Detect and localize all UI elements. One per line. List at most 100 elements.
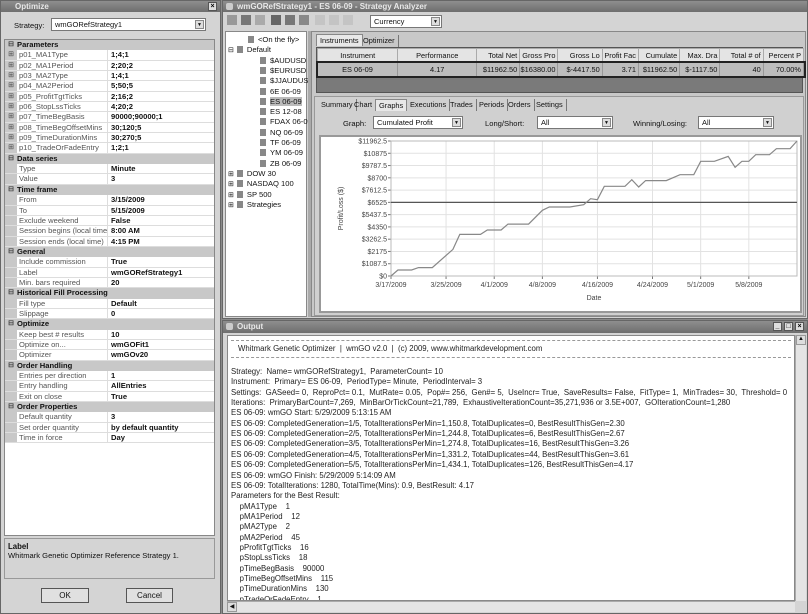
property-value[interactable]: wmGORefStrategy1	[111, 267, 183, 277]
collapse-icon[interactable]: ⊟	[5, 184, 17, 195]
property-value[interactable]: 3	[111, 412, 116, 422]
tab-settings[interactable]: Settings	[533, 99, 567, 111]
property-row[interactable]: ⊞ p03_MA2Type 1;4;1	[5, 71, 214, 82]
table-row[interactable]: ES 06-09 4.17 $11962.50 $16380.00 $-4417.50 3…	[315, 60, 806, 78]
collapse-icon[interactable]: ⊟	[5, 40, 17, 50]
column-header[interactable]: Cumulate	[637, 48, 681, 63]
expand-icon[interactable]: ⊞	[5, 60, 17, 71]
collapse-icon[interactable]: ⊟	[5, 246, 17, 257]
property-row[interactable]: Optimize on... wmGOFit1	[5, 339, 214, 351]
property-category[interactable]: ⊟ Data series	[5, 153, 214, 165]
tab-periods[interactable]: Periods	[476, 99, 509, 111]
tree-item[interactable]: $JJAUDUSD	[260, 76, 314, 86]
strategy-select[interactable]: wmGORefStrategy1 ▼	[51, 18, 206, 31]
property-row[interactable]: ⊞ p04_MA2Period 5;50;5	[5, 81, 214, 92]
tab-executions[interactable]: Executions	[407, 99, 451, 111]
tree-item[interactable]: ES 12-08	[260, 107, 302, 117]
property-row[interactable]: Set order quantity by default quantity	[5, 422, 214, 434]
disabled-tool-2-icon[interactable]	[329, 15, 339, 25]
property-value[interactable]: wmGOv20	[111, 350, 149, 360]
property-value[interactable]: 3/15/2009	[111, 195, 145, 205]
property-value[interactable]: 3	[111, 174, 116, 184]
tree-item[interactable]: ES 06-09	[260, 96, 302, 107]
property-value[interactable]: wmGOFit1	[111, 339, 149, 349]
property-value[interactable]: 2;20;2	[111, 60, 133, 70]
column-header[interactable]: Total # of	[719, 48, 764, 63]
expand-icon[interactable]: ⊞	[5, 112, 17, 122]
property-row[interactable]: ⊞ p07_TimeBegBasis 90000;90000;1	[5, 112, 214, 123]
instrument-tree[interactable]: <On the fly> ⊟ Default $AUDUSD $EURUSD $JJAUD…	[225, 31, 314, 317]
property-row[interactable]: To 5/15/2009	[5, 205, 214, 216]
property-value[interactable]: 1;4;1	[111, 50, 129, 60]
disabled-tool-1-icon[interactable]	[315, 15, 325, 25]
expand-icon[interactable]: ⊞	[5, 50, 17, 60]
tree-item[interactable]: ⊞ NASDAQ 100	[228, 179, 294, 190]
property-value[interactable]: 0	[111, 308, 116, 318]
property-grid[interactable]: ⊟ Parameters ⊞ p01_MA1Type 1;4;1 ⊞ p02_MA1Peri…	[4, 39, 215, 536]
property-row[interactable]: Slippage 0	[5, 308, 214, 320]
property-row[interactable]: Include commission True	[5, 257, 214, 268]
property-value[interactable]: 4;20;2	[111, 102, 133, 112]
property-row[interactable]: Exclude weekend False	[5, 215, 214, 227]
property-value[interactable]: Day	[111, 433, 125, 443]
horizontal-scrollbar[interactable]: ◀	[227, 601, 795, 612]
print-icon[interactable]	[255, 15, 265, 25]
collapse-icon[interactable]: ⊟	[5, 402, 17, 412]
tab-trades[interactable]: Trades	[447, 99, 477, 111]
property-row[interactable]: Exit on close True	[5, 391, 214, 403]
property-value[interactable]: True	[111, 391, 128, 401]
collapse-icon[interactable]: ⊟	[228, 47, 234, 55]
property-value[interactable]: 20	[111, 277, 120, 287]
expand-icon[interactable]: ⊞	[228, 201, 234, 209]
tree-item[interactable]: $EURUSD	[260, 66, 306, 76]
expand-icon[interactable]: ⊞	[5, 133, 17, 143]
property-row[interactable]: Entries per direction 1	[5, 371, 214, 382]
collapse-icon[interactable]: ⊟	[5, 360, 17, 370]
property-row[interactable]: Fill type Default	[5, 298, 214, 309]
tab-orders[interactable]: Orders	[505, 99, 535, 111]
property-row[interactable]: Label wmGORefStrategy1	[5, 267, 214, 278]
tab-summary[interactable]: Summary	[318, 99, 357, 111]
graph-select[interactable]: Cumulated Profit ▼	[373, 116, 463, 129]
property-value[interactable]: 90000;90000;1	[111, 112, 163, 122]
view-mode-2-icon[interactable]	[285, 15, 295, 25]
property-value[interactable]: 1;2;1	[111, 143, 129, 153]
column-header[interactable]: Total Net	[475, 48, 521, 63]
property-category[interactable]: ⊟ Order Handling	[5, 360, 214, 371]
property-value[interactable]: 10	[111, 329, 120, 339]
tab-chart[interactable]: Chart	[351, 99, 377, 111]
tree-item[interactable]: 6E 06-09	[260, 87, 301, 97]
maximize-button[interactable]: □	[784, 322, 793, 331]
open-icon[interactable]	[227, 15, 237, 25]
property-value[interactable]: 4:15 PM	[111, 236, 140, 246]
currency-select[interactable]: Currency ▼	[370, 15, 442, 28]
expand-icon[interactable]: ⊞	[5, 71, 17, 81]
tree-item[interactable]: ⊞ Strategies	[228, 200, 281, 211]
view-mode-3-icon[interactable]	[299, 15, 309, 25]
column-header[interactable]: Gross Lo	[557, 48, 603, 63]
column-header[interactable]: Instrument	[316, 48, 399, 63]
tree-item[interactable]: ⊟ Default	[228, 45, 271, 56]
close-button[interactable]: ×	[208, 2, 217, 11]
close-button[interactable]: ×	[795, 322, 804, 331]
property-value[interactable]: by default quantity	[111, 422, 179, 432]
ok-button[interactable]: OK	[41, 588, 89, 603]
output-text-area[interactable]: Whitmark Genetic Optimizer | wmGO v2.0 |…	[227, 335, 795, 601]
tree-item[interactable]: ⊞ DOW 30	[228, 169, 276, 180]
property-row[interactable]: From 3/15/2009	[5, 195, 214, 206]
property-row[interactable]: ⊞ p02_MA1Period 2;20;2	[5, 60, 214, 72]
tree-item[interactable]: NQ 06-09	[260, 128, 303, 138]
property-row[interactable]: Session begins (local time) 8:00 AM	[5, 226, 214, 237]
property-row[interactable]: Value 3	[5, 174, 214, 185]
tree-item[interactable]: YM 06-09	[260, 148, 303, 158]
tree-item[interactable]: $AUDUSD	[260, 56, 306, 66]
expand-icon[interactable]: ⊞	[228, 191, 234, 199]
column-header[interactable]: Performance	[397, 48, 477, 63]
property-row[interactable]: ⊞ p05_ProfitTgtTicks 2;16;2	[5, 91, 214, 103]
property-value[interactable]: 30;270;5	[111, 133, 142, 143]
tab-graphs[interactable]: Graphs	[375, 99, 408, 111]
property-row[interactable]: Keep best # results 10	[5, 329, 214, 340]
expand-icon[interactable]: ⊞	[5, 81, 17, 91]
expand-icon[interactable]: ⊞	[5, 122, 17, 133]
property-row[interactable]: ⊞ p01_MA1Type 1;4;1	[5, 50, 214, 61]
